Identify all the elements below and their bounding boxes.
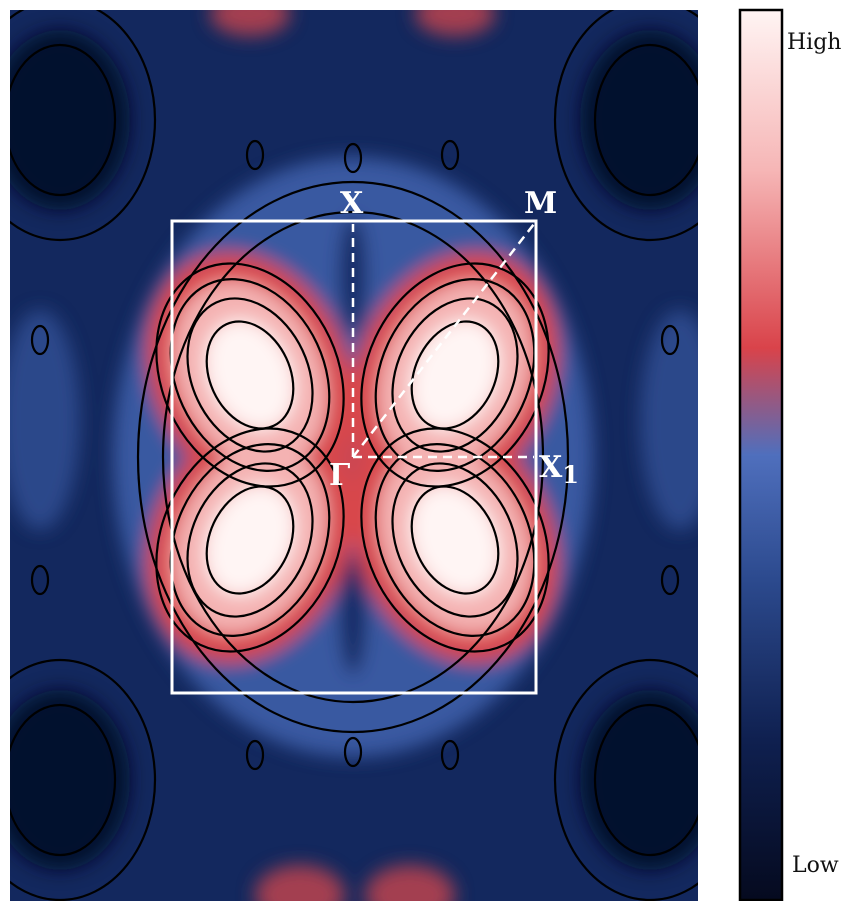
- contour-line: [374, 278, 536, 472]
- point-label-x1-sub: 1: [562, 460, 579, 489]
- contour-line: [169, 443, 331, 637]
- contour-line: [30, 324, 50, 356]
- contour-line: [343, 736, 363, 768]
- contour-line: [343, 142, 363, 174]
- contour-line: [186, 462, 314, 618]
- contour-line: [30, 564, 50, 596]
- contour-line: [410, 320, 500, 430]
- contour-line: [593, 703, 698, 857]
- contour-line: [161, 210, 545, 704]
- edge-patch: [255, 865, 345, 901]
- point-label-x1-base: X: [539, 450, 563, 485]
- contour-line: [391, 297, 519, 453]
- contour-line: [440, 739, 460, 771]
- blue-halo-side: [10, 310, 80, 530]
- contour-line: [660, 564, 680, 596]
- lobe-white: [409, 484, 501, 596]
- contour-line: [410, 485, 500, 595]
- dark-region: [580, 690, 698, 870]
- contour-line: [553, 658, 698, 901]
- contour-line: [155, 427, 345, 653]
- notch: [339, 555, 367, 675]
- contour-line: [136, 180, 570, 734]
- contour-line: [205, 320, 295, 430]
- point-label-m: M: [524, 186, 557, 221]
- colorbar: [738, 8, 784, 901]
- contour-line: [391, 462, 519, 618]
- dark-region: [10, 30, 130, 210]
- contour-line: [593, 43, 698, 197]
- contour-line: [205, 485, 295, 595]
- contour-line: [10, 10, 157, 242]
- point-label-x: X: [340, 186, 364, 221]
- contour-line: [374, 443, 536, 637]
- contour-line: [440, 139, 460, 171]
- contour-line: [660, 324, 680, 356]
- contour-line: [186, 297, 314, 453]
- contour-line: [10, 703, 117, 857]
- contour-line: [10, 658, 157, 901]
- lobe-white: [204, 484, 296, 596]
- contour-line: [245, 739, 265, 771]
- point-label-gamma: Γ: [329, 458, 350, 493]
- dark-region: [10, 690, 130, 870]
- lobe-white: [409, 319, 501, 431]
- edge-patch: [365, 865, 455, 901]
- brillouin-zone-box: [170, 219, 538, 695]
- blue-halo-side: [640, 310, 698, 530]
- heatmap-plot: [10, 10, 698, 901]
- colorbar-high-label: High: [787, 30, 841, 55]
- contour-line: [10, 43, 117, 197]
- contour-line: [553, 10, 698, 242]
- contour-line: [169, 278, 331, 472]
- contour-line: [245, 139, 265, 171]
- lobe-white: [204, 319, 296, 431]
- path-gamma-m: [352, 223, 535, 458]
- dark-region: [580, 30, 698, 210]
- edge-patch: [415, 10, 495, 36]
- colorbar-low-label: Low: [792, 853, 839, 878]
- edge-patch: [210, 10, 290, 36]
- point-label-x1: X1: [539, 450, 579, 489]
